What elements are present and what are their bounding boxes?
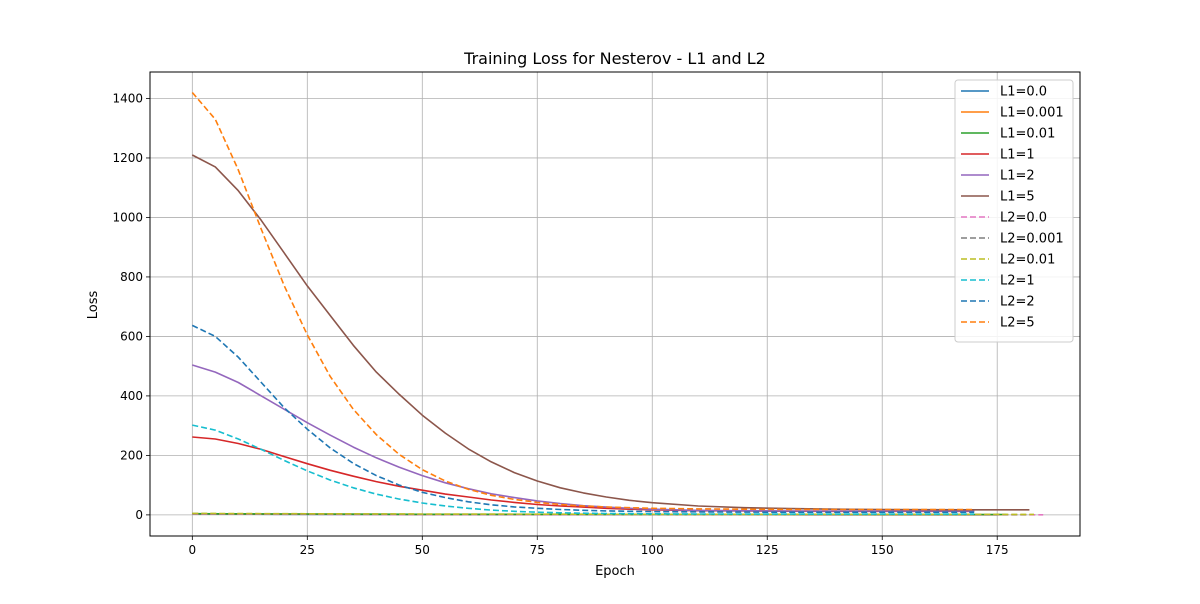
x-tick-label: 100 bbox=[641, 543, 664, 557]
y-tick-label: 1400 bbox=[112, 91, 143, 105]
x-tick-label: 25 bbox=[300, 543, 315, 557]
legend-label: L2=1 bbox=[1000, 274, 1035, 289]
x-tick-label: 0 bbox=[188, 543, 196, 557]
series-line-l1-2 bbox=[192, 364, 975, 512]
y-axis-label: Loss bbox=[86, 291, 101, 320]
y-tick-label: 200 bbox=[120, 448, 143, 462]
legend-label: L1=5 bbox=[1000, 190, 1035, 205]
y-tick-label: 800 bbox=[120, 270, 143, 284]
legend-label: L2=0.001 bbox=[1000, 232, 1064, 247]
series-lines bbox=[191, 91, 1044, 516]
x-tick-label: 50 bbox=[415, 543, 430, 557]
y-tick-label: 400 bbox=[120, 389, 143, 403]
legend-label: L1=1 bbox=[1000, 148, 1035, 163]
series-line-l2-2 bbox=[191, 324, 975, 513]
legend-label: L1=0.0 bbox=[1000, 85, 1047, 100]
legend-label: L1=0.01 bbox=[1000, 127, 1055, 142]
y-tick-label: 0 bbox=[135, 508, 143, 522]
plot-frame bbox=[149, 71, 1081, 537]
y-tick-label: 600 bbox=[120, 329, 143, 343]
x-tick-label: 150 bbox=[871, 543, 894, 557]
legend-label: L2=2 bbox=[1000, 295, 1035, 310]
y-tick-label: 1000 bbox=[112, 210, 143, 224]
y-tick-label: 1200 bbox=[112, 151, 143, 165]
x-tick-label: 175 bbox=[986, 543, 1009, 557]
ticks: 0 25 50 75 100 125 150 175 0 200 400 600 800 1000 1200… bbox=[112, 91, 1008, 557]
x-tick-label: 125 bbox=[756, 543, 779, 557]
series-line-l2-5 bbox=[191, 91, 975, 511]
legend-label: L1=2 bbox=[1000, 169, 1035, 184]
legend-label: L2=0.01 bbox=[1000, 253, 1055, 268]
legend-label: L1=0.001 bbox=[1000, 106, 1064, 121]
legend-box bbox=[954, 79, 1074, 343]
legend: L1=0.0 L1=0.001 L1=0.01 L1=1 L1=2 L1=5 L2=0.0 L… bbox=[954, 79, 1074, 343]
legend-label: L2=5 bbox=[1000, 316, 1035, 331]
x-tick-label: 75 bbox=[530, 543, 545, 557]
series-line-l2-1 bbox=[192, 424, 975, 515]
chart-title: Training Loss for Nesterov - L1 and L2 bbox=[463, 49, 766, 68]
x-axis-label: Epoch bbox=[595, 564, 635, 579]
legend-label: L2=0.0 bbox=[1000, 211, 1047, 226]
